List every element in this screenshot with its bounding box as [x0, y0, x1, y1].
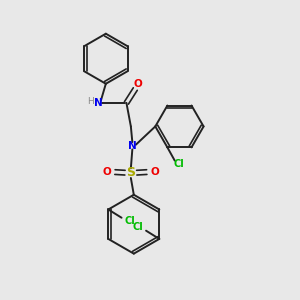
Text: N: N	[94, 98, 103, 108]
Text: N: N	[128, 141, 137, 151]
Text: H: H	[87, 97, 94, 106]
Text: Cl: Cl	[174, 158, 184, 169]
Text: O: O	[102, 167, 111, 177]
Text: Cl: Cl	[124, 216, 135, 226]
Text: O: O	[151, 167, 159, 177]
Text: S: S	[126, 166, 135, 179]
Text: Cl: Cl	[133, 222, 143, 232]
Text: O: O	[134, 79, 142, 89]
